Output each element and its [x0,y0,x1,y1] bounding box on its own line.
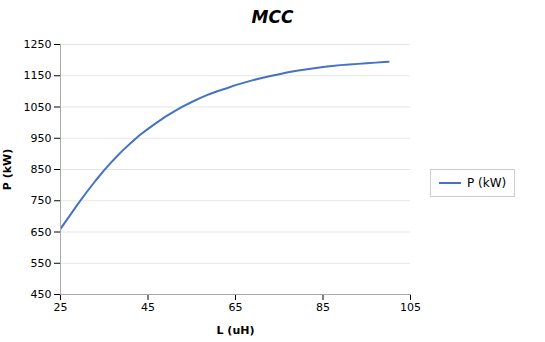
svg-text:850: 850 [31,163,52,176]
svg-text:65: 65 [229,301,243,314]
svg-text:1150: 1150 [24,69,52,82]
svg-text:1250: 1250 [24,38,52,51]
svg-text:85: 85 [316,301,330,314]
svg-text:L (uH): L (uH) [217,324,255,337]
svg-text:45: 45 [141,301,155,314]
svg-text:950: 950 [31,132,52,145]
svg-text:105: 105 [400,301,421,314]
html-text:P (kW): P (kW) [467,176,507,190]
svg-text:650: 650 [31,226,52,239]
svg-text:25: 25 [54,301,68,314]
html-text:MCC: MCC [251,7,294,27]
svg-text:450: 450 [31,288,52,301]
svg-text:P (kW): P (kW) [1,149,14,190]
svg-text:750: 750 [31,194,52,207]
svg-text:550: 550 [31,257,52,270]
svg-text:1050: 1050 [24,101,52,114]
